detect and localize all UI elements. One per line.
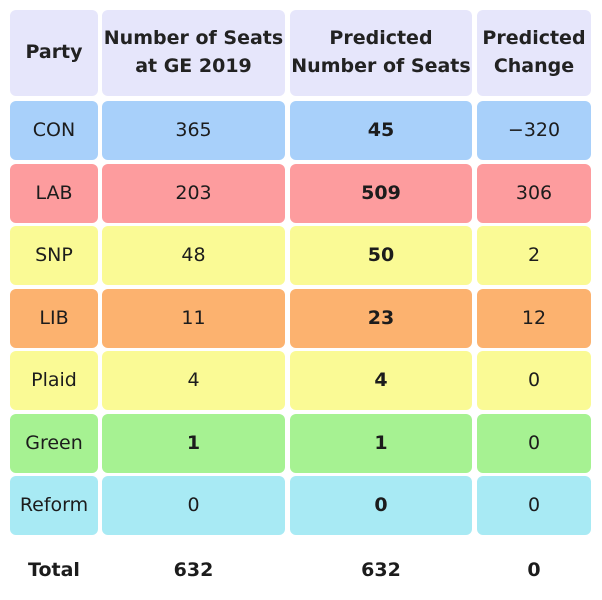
predicted-seats-cell: 509 <box>290 164 472 223</box>
party-cell: Plaid <box>10 351 98 410</box>
seats-2019-cell: 203 <box>102 164 285 223</box>
party-cell: Reform <box>10 476 98 535</box>
header-predicted-seats: Predicted Number of Seats <box>290 10 472 96</box>
party-cell: SNP <box>10 226 98 285</box>
predicted-seats-cell: 23 <box>290 289 472 348</box>
predicted-change-cell: 0 <box>477 414 591 473</box>
party-cell: CON <box>10 101 98 160</box>
predicted-seats-cell: 1 <box>290 414 472 473</box>
party-cell: LIB <box>10 289 98 348</box>
seats-2019-cell: 4 <box>102 351 285 410</box>
predicted-change-cell: 306 <box>477 164 591 223</box>
seats-2019-cell: 0 <box>102 476 285 535</box>
predicted-seats-cell: 0 <box>290 476 472 535</box>
header-party: Party <box>10 10 98 96</box>
total-label: Total <box>28 559 80 582</box>
predicted-seats-cell: 45 <box>290 101 472 160</box>
party-cell: LAB <box>10 164 98 223</box>
predicted-change-cell: 12 <box>477 289 591 348</box>
total-seats-2019: 632 <box>173 559 214 582</box>
party-cell: Green <box>10 414 98 473</box>
predicted-change-cell: 0 <box>477 351 591 410</box>
total-predicted-change: 0 <box>527 559 541 582</box>
seats-2019-cell: 48 <box>102 226 285 285</box>
total-predicted-seats: 632 <box>361 559 401 582</box>
header-predicted-change: Predicted Change <box>477 10 591 96</box>
predicted-seats-cell: 50 <box>290 226 472 285</box>
predicted-change-cell: 2 <box>477 226 591 285</box>
seats-2019-cell: 1 <box>102 414 285 473</box>
predicted-change-cell: 0 <box>477 476 591 535</box>
seats-2019-cell: 365 <box>102 101 285 160</box>
seats-2019-cell: 11 <box>102 289 285 348</box>
predicted-change-cell: −320 <box>477 101 591 160</box>
predicted-seats-cell: 4 <box>290 351 472 410</box>
header-seats-2019: Number of Seats at GE 2019 <box>102 10 285 96</box>
